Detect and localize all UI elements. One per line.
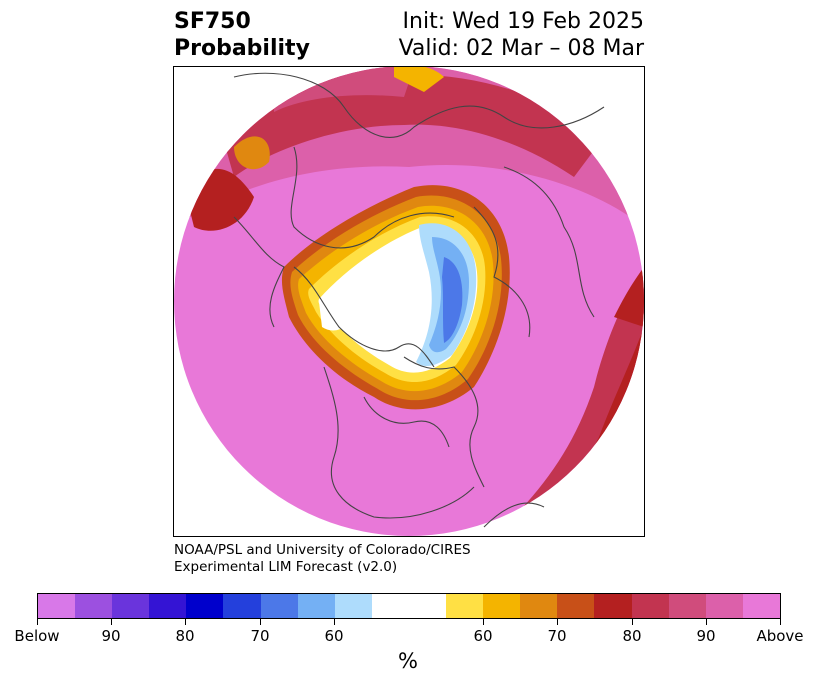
colorbar-tick xyxy=(483,619,484,625)
colorbar-label: Above xyxy=(756,627,804,645)
colorbar-swatch xyxy=(38,594,76,618)
colorbar-tick xyxy=(780,619,781,625)
colorbar-swatch xyxy=(223,594,261,618)
credit-line-1: NOAA/PSL and University of Colorado/CIRE… xyxy=(174,542,471,558)
colorbar-swatch xyxy=(594,594,632,618)
colorbar-swatch xyxy=(668,594,706,618)
colorbar-tick xyxy=(557,619,558,625)
colorbar-tick xyxy=(334,619,335,625)
colorbar-label: 70 xyxy=(250,627,270,645)
colorbar-swatch xyxy=(705,594,743,618)
colorbar-swatch xyxy=(75,594,113,618)
title-line-2: Probability xyxy=(174,36,310,61)
colorbar-swatch xyxy=(149,594,187,618)
colorbar-tick xyxy=(632,619,633,625)
colorbar-swatch xyxy=(742,594,780,618)
colorbar-label: 80 xyxy=(175,627,195,645)
colorbar-label: 90 xyxy=(696,627,716,645)
map-title: SF750 Probability xyxy=(174,8,310,62)
colorbar-tick xyxy=(37,619,38,625)
credit-line-2: Experimental LIM Forecast (v2.0) xyxy=(174,559,398,575)
colorbar-swatch xyxy=(483,594,521,618)
colorbar-swatch xyxy=(557,594,595,618)
colorbar-label: 60 xyxy=(473,627,493,645)
polar-map xyxy=(173,66,645,537)
colorbar-swatch xyxy=(334,594,372,618)
credit-text: NOAA/PSL and University of Colorado/CIRE… xyxy=(174,542,471,576)
colorbar-label: 90 xyxy=(101,627,121,645)
colorbar xyxy=(37,593,781,619)
colorbar-label: 70 xyxy=(547,627,567,645)
colorbar-unit: % xyxy=(398,649,418,673)
colorbar-tick xyxy=(111,619,112,625)
forecast-dates: Init: Wed 19 Feb 2025 Valid: 02 Mar – 08… xyxy=(399,8,644,62)
colorbar-label: 60 xyxy=(324,627,344,645)
coastlines xyxy=(233,72,605,528)
probability-field xyxy=(174,67,644,536)
map-plot xyxy=(174,67,644,536)
valid-date: Valid: 02 Mar – 08 Mar xyxy=(398,36,644,61)
colorbar-swatch xyxy=(371,594,447,618)
colorbar-swatch xyxy=(520,594,558,618)
colorbar-swatch xyxy=(297,594,335,618)
init-date: Init: Wed 19 Feb 2025 xyxy=(402,9,644,34)
colorbar-label: 80 xyxy=(622,627,642,645)
title-line-1: SF750 xyxy=(174,9,251,34)
colorbar-swatch xyxy=(260,594,298,618)
colorbar-tick xyxy=(706,619,707,625)
colorbar-swatch xyxy=(186,594,224,618)
colorbar-tick xyxy=(260,619,261,625)
colorbar-swatch xyxy=(112,594,150,618)
colorbar-tick xyxy=(185,619,186,625)
colorbar-swatch xyxy=(631,594,669,618)
colorbar-swatch xyxy=(446,594,484,618)
colorbar-label: Below xyxy=(14,627,60,645)
